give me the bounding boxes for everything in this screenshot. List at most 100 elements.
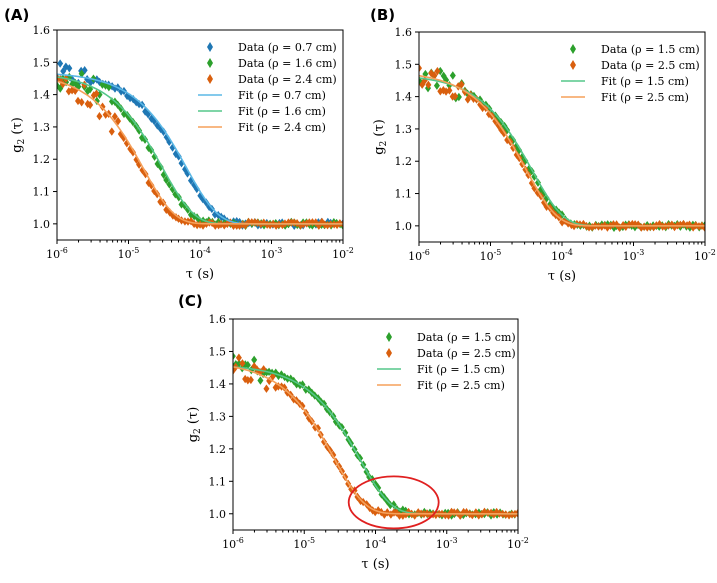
- data-point: [244, 360, 251, 370]
- data-point: [485, 508, 492, 518]
- data-point: [117, 104, 124, 113]
- y-tick-label: 1.4: [395, 91, 413, 104]
- data-point: [78, 98, 85, 107]
- data-point: [419, 80, 426, 89]
- data-point: [200, 221, 207, 230]
- data-point: [93, 89, 100, 98]
- fit-line-Fit (ρ = 2.4 cm): [57, 80, 343, 225]
- data-point: [81, 66, 88, 75]
- data-point: [434, 66, 441, 76]
- data-point: [433, 81, 440, 90]
- data-point: [273, 221, 280, 230]
- legend-label: Fit (ρ = 1.6 cm): [238, 105, 326, 118]
- panel-label: (B): [370, 6, 395, 24]
- data-point: [415, 508, 422, 517]
- legend-label: Fit (ρ = 2.5 cm): [417, 379, 505, 392]
- data-point: [419, 63, 423, 73]
- data-point: [312, 218, 319, 227]
- legend-label: Data (ρ = 0.7 cm): [238, 41, 337, 54]
- x-tick-label: 10-4: [189, 246, 211, 261]
- legend-label: Fit (ρ = 2.5 cm): [601, 91, 689, 104]
- legend: Data (ρ = 0.7 cm) Data (ρ = 1.6 cm) Data (…: [198, 41, 337, 134]
- legend-marker: [207, 42, 213, 52]
- x-tick-label: 10-3: [623, 248, 645, 263]
- data-point: [84, 86, 91, 96]
- data-point: [145, 178, 152, 188]
- highlight-ellipse: [347, 475, 440, 530]
- data-point: [160, 127, 167, 136]
- data-point: [396, 511, 403, 520]
- y-tick-label: 1.2: [209, 443, 227, 456]
- y-tick-label: 1.4: [209, 378, 227, 391]
- y-tick-label: 1.0: [33, 218, 51, 231]
- legend-marker: [207, 74, 213, 84]
- y-tick-label: 1.5: [395, 58, 413, 71]
- legend-marker: [570, 44, 576, 54]
- data-point: [451, 508, 458, 517]
- data-point: [291, 218, 298, 227]
- y-tick-label: 1.1: [395, 188, 413, 201]
- data-point: [332, 417, 339, 426]
- data-point: [440, 71, 447, 81]
- x-axis-title: τ (s): [186, 267, 214, 282]
- data-point: [671, 222, 678, 232]
- y-tick-label: 1.6: [395, 26, 413, 39]
- data-point: [481, 507, 488, 517]
- x-axis-title: τ (s): [361, 557, 389, 572]
- data-point: [154, 159, 161, 169]
- legend-marker: [386, 332, 392, 342]
- data-point: [463, 508, 470, 517]
- legend-label: Fit (ρ = 1.5 cm): [417, 363, 505, 376]
- data-point: [197, 220, 204, 229]
- data-point: [495, 115, 502, 124]
- data-point: [175, 152, 182, 161]
- y-tick-label: 1.0: [209, 508, 227, 521]
- data-point: [452, 92, 459, 101]
- data-point: [136, 126, 143, 135]
- y-tick-label: 1.6: [209, 313, 227, 326]
- data-point: [251, 355, 258, 365]
- data-point: [136, 160, 143, 169]
- data-point: [148, 145, 155, 155]
- x-axis-title: τ (s): [548, 269, 576, 284]
- data-point: [184, 205, 191, 214]
- data-point: [129, 117, 136, 127]
- data-point: [235, 353, 242, 362]
- legend-label: Data (ρ = 2.4 cm): [238, 73, 337, 86]
- data-point: [455, 92, 462, 102]
- data-point: [485, 109, 492, 119]
- data-point: [236, 221, 243, 230]
- data-point: [492, 116, 499, 126]
- data-point: [613, 220, 620, 229]
- data-point: [124, 91, 131, 101]
- data-point: [449, 71, 456, 80]
- y-axis: 1.0 1.1 1.2 1.3 1.4 1.5 1.6: [33, 24, 57, 231]
- y-tick-label: 1.3: [395, 123, 413, 136]
- y-tick-label: 1.2: [395, 155, 413, 168]
- x-tick-label: 10-5: [118, 246, 140, 261]
- x-axis: 10-6 10-5 10-4 10-3 10-2: [46, 240, 354, 261]
- x-tick-label: 10-3: [261, 246, 283, 261]
- data-point: [57, 84, 64, 93]
- data-point: [78, 69, 85, 78]
- data-point: [464, 95, 471, 104]
- data-point: [375, 483, 382, 493]
- data-point: [297, 221, 304, 230]
- y-axis: 1.0 1.1 1.2 1.3 1.4 1.5 1.6: [395, 26, 419, 233]
- data-point: [454, 508, 461, 517]
- y-tick-label: 1.2: [33, 153, 51, 166]
- data-point: [66, 64, 73, 73]
- y-tick-label: 1.6: [33, 24, 51, 37]
- data-point: [534, 188, 541, 197]
- data-point: [172, 213, 179, 222]
- data-point: [151, 152, 158, 161]
- data-point: [393, 508, 400, 517]
- chart-panel-1: (B)10-6 10-5 10-4 10-3 10-21.01.11.21.31.41.…: [370, 6, 716, 284]
- legend-marker: [207, 58, 213, 68]
- y-tick-label: 1.4: [33, 89, 51, 102]
- data-point: [129, 148, 136, 157]
- legend-label: Fit (ρ = 1.5 cm): [601, 75, 689, 88]
- data-point: [166, 137, 173, 147]
- y-axis-title: g2 (τ): [372, 119, 389, 155]
- data-point: [87, 100, 94, 110]
